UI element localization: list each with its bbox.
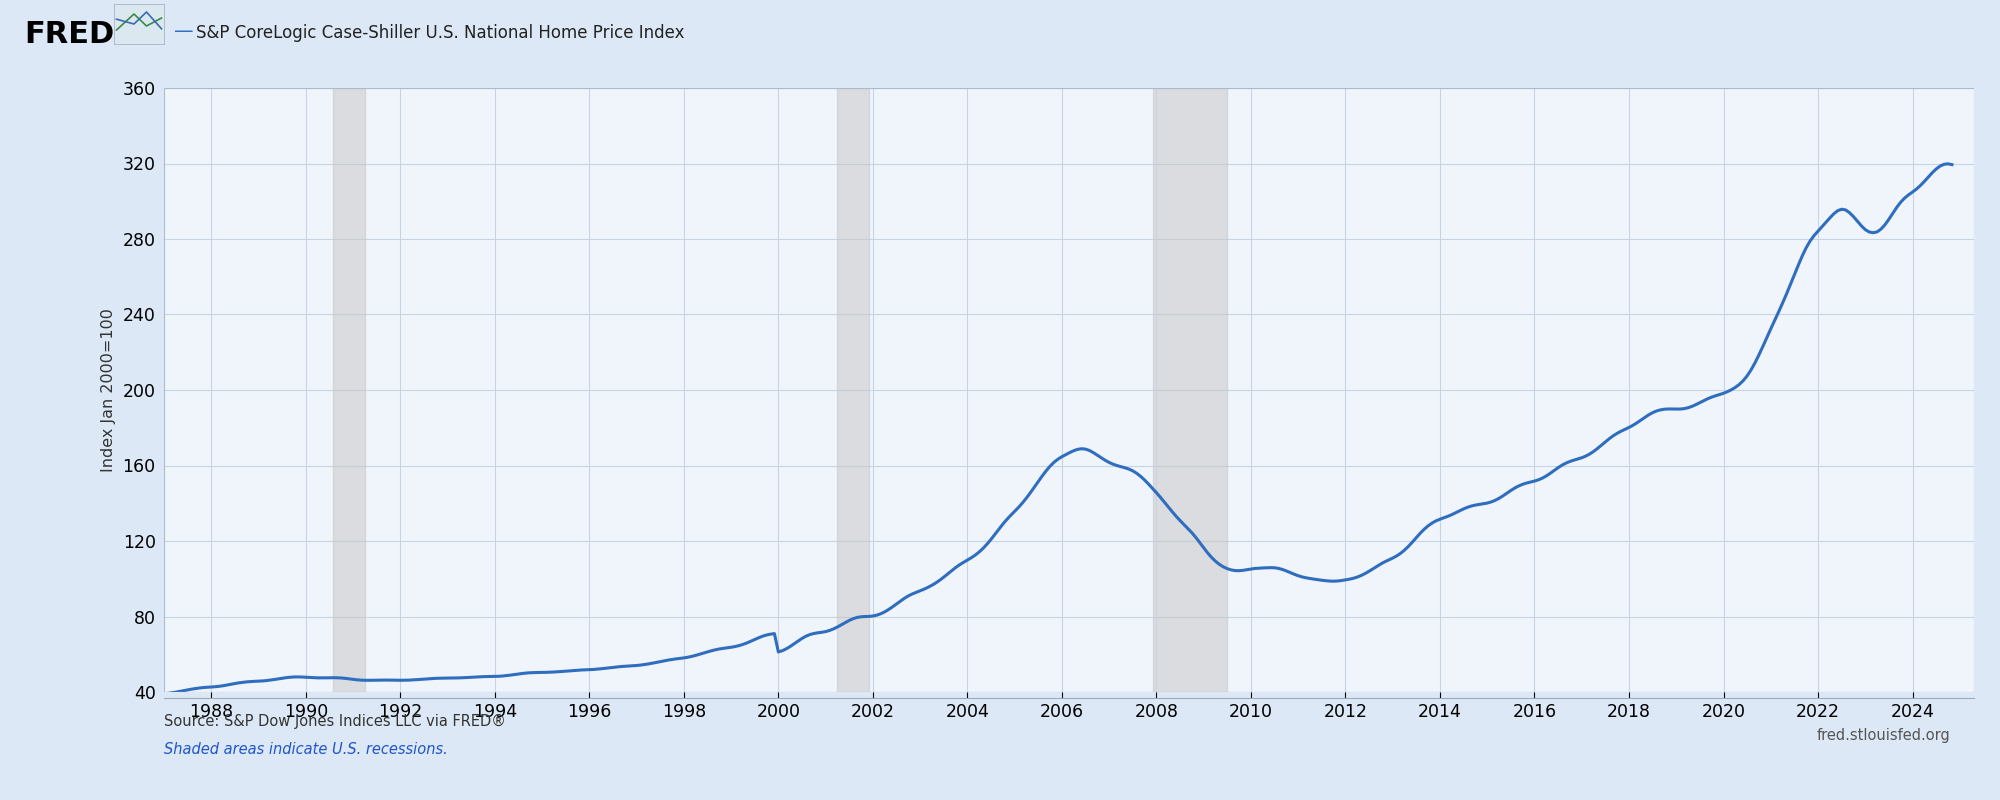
Text: fred.stlouisfed.org: fred.stlouisfed.org [1816,728,1950,743]
Text: Source: S&P Dow Jones Indices LLC via FRED®: Source: S&P Dow Jones Indices LLC via FR… [164,714,506,729]
Text: FRED: FRED [24,20,114,49]
Text: —: — [174,22,194,42]
Text: S&P CoreLogic Case-Shiller U.S. National Home Price Index: S&P CoreLogic Case-Shiller U.S. National… [196,24,684,42]
Y-axis label: Index Jan 2000=100: Index Jan 2000=100 [100,308,116,472]
Bar [838,88,868,692]
Bar [1152,88,1228,692]
Text: Shaded areas indicate U.S. recessions.: Shaded areas indicate U.S. recessions. [164,742,448,758]
Bar [334,88,364,692]
